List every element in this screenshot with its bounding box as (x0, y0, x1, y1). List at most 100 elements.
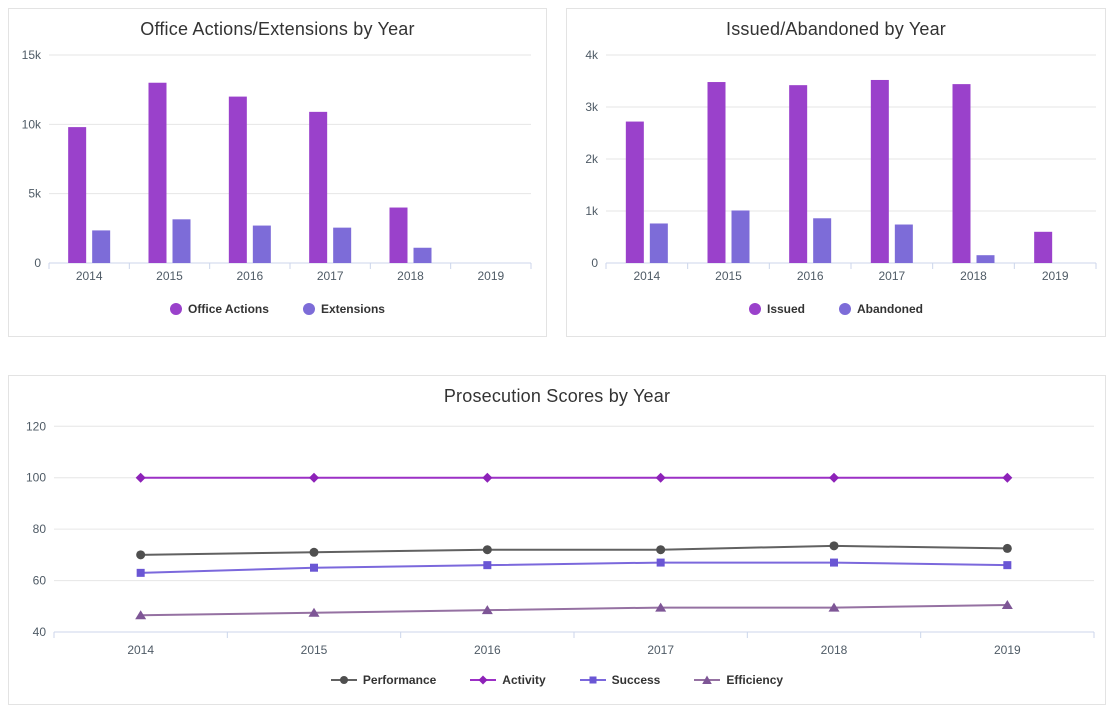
x-tick-label: 2019 (994, 643, 1021, 657)
y-tick-label: 1k (585, 204, 599, 218)
legend: Office Actions Extensions (9, 302, 546, 316)
y-tick-label: 40 (33, 625, 47, 639)
marker-performance (1002, 543, 1012, 553)
marker-activity (135, 472, 146, 483)
y-tick-label: 0 (591, 256, 598, 270)
plot-area: 0 1k 2k 3k 4k 2014 2015 2016 2017 2018 2019 (585, 48, 1097, 283)
bar-extensions (252, 225, 271, 263)
bar-office-actions (309, 111, 328, 263)
legend-marker-dot (839, 303, 851, 315)
legend-item-abandoned[interactable]: Abandoned (839, 302, 923, 316)
x-tick-label: 2017 (317, 269, 344, 283)
x-tick-label: 2019 (477, 269, 504, 283)
legend-marker-square (579, 676, 606, 684)
bar-office-actions (148, 82, 167, 263)
marker-performance (136, 550, 146, 560)
x-tick-label: 2018 (397, 269, 424, 283)
y-tick-label: 3k (585, 100, 599, 114)
legend: Issued Abandoned (567, 302, 1105, 316)
y-tick-label: 120 (26, 419, 46, 433)
chart-card-issued-abandoned: Issued/Abandoned by Year 0 1k 2k 3k 4k 2014 20… (566, 8, 1106, 337)
legend-item-office-actions[interactable]: Office Actions (170, 302, 269, 316)
x-tick-label: 2017 (878, 269, 905, 283)
x-tick-label: 2016 (236, 269, 263, 283)
marker-performance (482, 545, 492, 555)
marker-success (310, 563, 318, 572)
marker-efficiency (308, 607, 320, 617)
bar-office-actions (389, 207, 408, 263)
x-tick-label: 2014 (633, 269, 660, 283)
x-tick-label: 2015 (156, 269, 183, 283)
line-performance (140, 544, 1008, 556)
bar-issued (625, 121, 644, 263)
bar-issued (870, 79, 889, 264)
y-tick-label: 15k (22, 48, 42, 62)
x-tick-label: 2014 (76, 269, 103, 283)
legend-marker-dot (302, 303, 315, 315)
bar-abandoned (976, 255, 995, 263)
legend-label: Extensions (320, 302, 385, 316)
legend-item-issued[interactable]: Issued (748, 302, 805, 316)
legend-label: Abandoned (857, 302, 923, 316)
legend-label: Performance (362, 673, 437, 687)
marker-success (483, 561, 492, 570)
legend-item-efficiency[interactable]: Efficiency (694, 673, 783, 687)
y-tick-label: 80 (33, 522, 47, 536)
legend-item-success[interactable]: Success (579, 673, 661, 687)
bar-extensions (333, 227, 352, 263)
y-tick-label: 5k (28, 187, 42, 201)
bar-issued (707, 82, 726, 263)
marker-performance (829, 541, 839, 551)
chart-card-office-actions-extensions: Office Actions/Extensions by Year 0 5k 10k… (8, 8, 547, 337)
legend-label: Issued (766, 302, 805, 316)
marker-success (656, 558, 665, 567)
marker-efficiency (135, 610, 147, 620)
marker-efficiency (1001, 600, 1013, 609)
x-tick-label: 2017 (647, 643, 674, 657)
legend-label: Success (611, 673, 661, 687)
chart-title: Prosecution Scores by Year (443, 386, 671, 406)
legend-marker-circle (330, 676, 357, 684)
marker-efficiency (481, 605, 493, 615)
legend-item-performance[interactable]: Performance (330, 673, 437, 687)
marker-performance (309, 547, 319, 557)
marker-success (1003, 561, 1012, 570)
marker-activity (1002, 472, 1013, 483)
y-tick-label: 10k (22, 117, 42, 131)
legend-marker-dot (748, 303, 761, 315)
y-tick-label: 4k (585, 48, 599, 62)
chart-title: Office Actions/Extensions by Year (140, 19, 415, 39)
line-efficiency (140, 604, 1008, 617)
bar-office-actions (228, 96, 247, 263)
marker-activity (829, 472, 839, 483)
legend-marker-triangle (694, 675, 721, 684)
bar-abandoned (649, 223, 668, 263)
y-tick-label: 2k (585, 152, 599, 166)
y-tick-label: 100 (26, 471, 46, 485)
plot-area: 40 60 80 100 120 2014 2015 2016 2017 2018 2019 (26, 419, 1095, 657)
bar-extensions (413, 247, 432, 263)
legend: Performance Activity Success Efficiency (9, 673, 1105, 687)
legend-marker-diamond (470, 675, 497, 685)
x-tick-label: 2016 (797, 269, 824, 283)
marker-activity (655, 472, 666, 483)
x-tick-label: 2016 (474, 643, 501, 657)
bar-issued (789, 85, 808, 263)
legend-item-activity[interactable]: Activity (470, 673, 546, 687)
line-success (140, 561, 1008, 574)
plot-area: 0 5k 10k 15k 2014 2015 2016 2017 2018 2019 (22, 48, 532, 283)
bar-issued (952, 84, 971, 264)
bar-abandoned (894, 224, 913, 263)
bar-extensions (172, 219, 191, 263)
chart-title: Issued/Abandoned by Year (726, 19, 946, 39)
y-tick-label: 60 (33, 574, 47, 588)
x-tick-label: 2014 (127, 643, 154, 657)
legend-item-extensions[interactable]: Extensions (302, 302, 385, 316)
x-tick-label: 2015 (301, 643, 328, 657)
bar-abandoned (813, 218, 832, 263)
legend-label: Activity (502, 673, 546, 687)
x-tick-label: 2018 (960, 269, 987, 283)
marker-success (136, 568, 145, 577)
x-tick-label: 2018 (821, 643, 848, 657)
marker-activity (309, 472, 319, 483)
